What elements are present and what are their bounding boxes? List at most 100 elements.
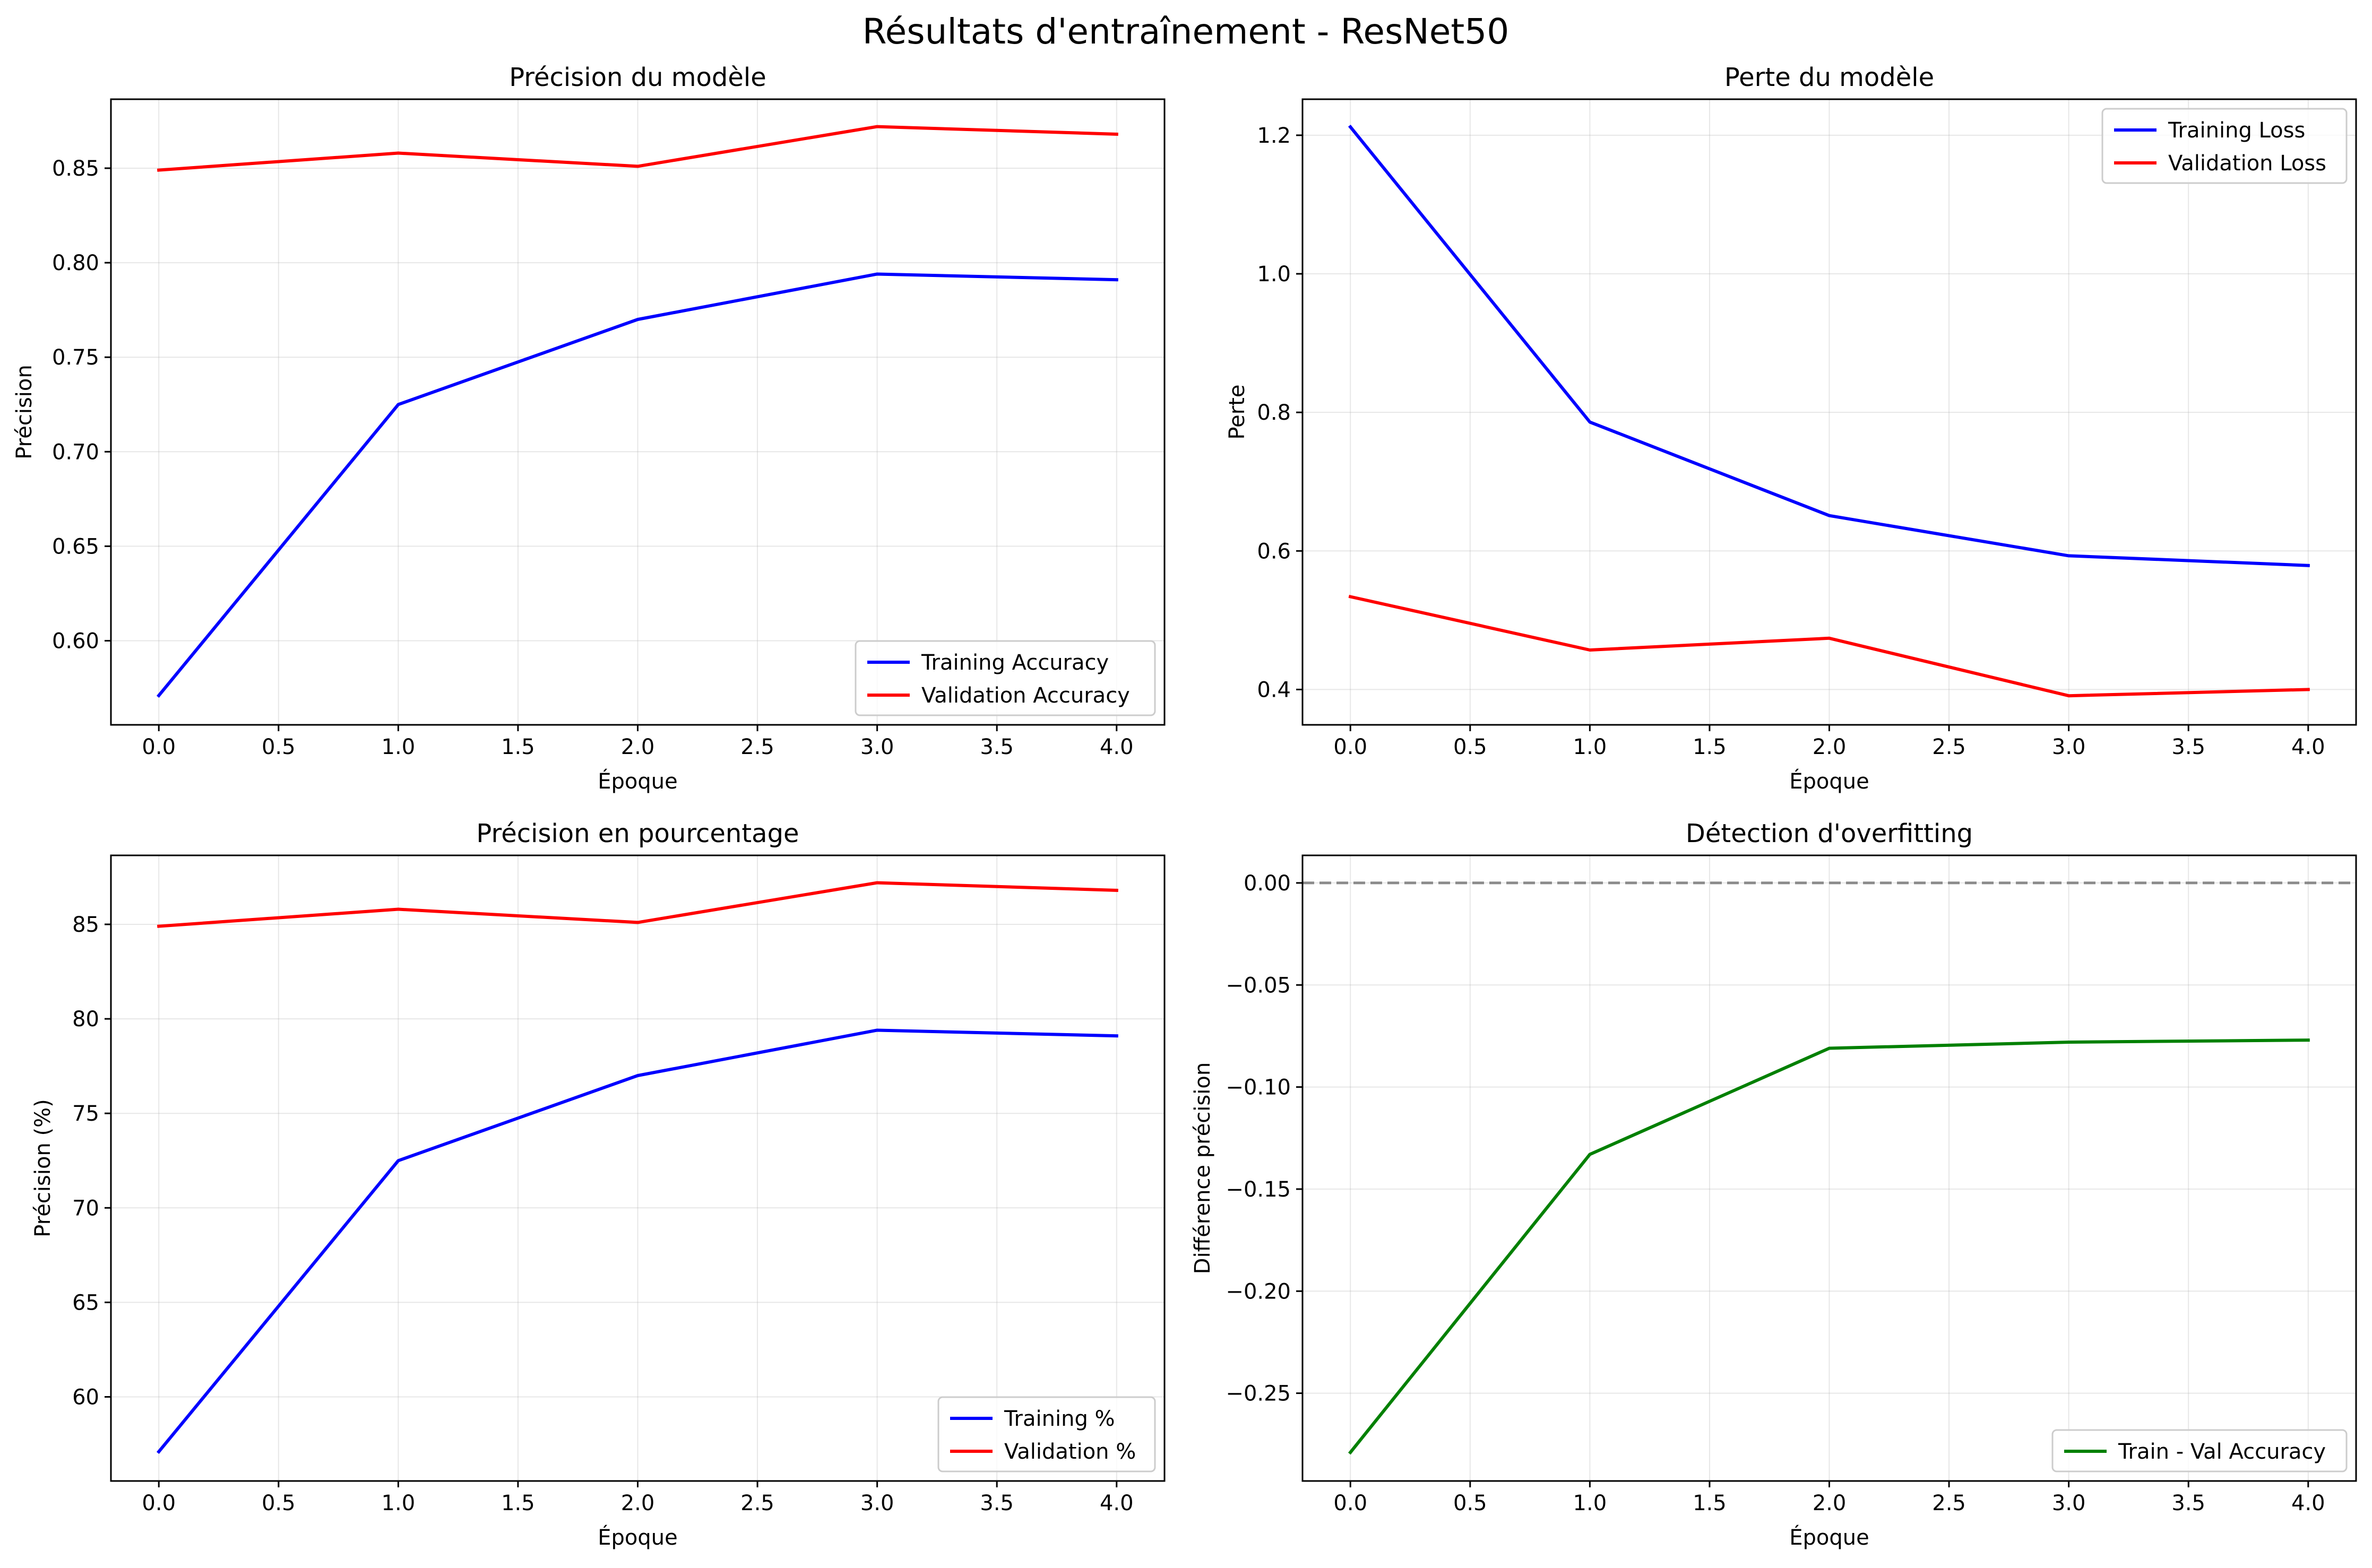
legend-entry-1: Training Accuracy <box>921 651 1109 675</box>
x-tick-label: 2.5 <box>740 735 774 759</box>
x-tick-label: 1.0 <box>382 735 416 759</box>
y-tick-label: 85 <box>72 913 99 937</box>
subplot-1: 0.0 0.5 1.0 1.5 2.0 2.5 3.0 3.5 4.0 0.60 0.65 0.70 0… <box>12 63 1166 794</box>
series-line-2 <box>1348 594 2310 698</box>
x-tick-label: 3.5 <box>2171 735 2205 759</box>
series-line-1 <box>156 1028 1118 1454</box>
legend-entry-1: Train - Val Accuracy <box>2118 1440 2326 1464</box>
legend-box <box>855 640 1156 716</box>
legend: Training % Validation % <box>937 1396 1156 1472</box>
x-axis-label: Époque <box>598 1524 678 1550</box>
legend-entry-2: Validation Accuracy <box>921 683 1130 708</box>
y-tick-label: −0.25 <box>1226 1382 1291 1406</box>
x-tick-label: 1.5 <box>1693 735 1727 759</box>
y-tick-label: 0.8 <box>1257 401 1291 425</box>
y-tick-label: −0.05 <box>1226 973 1291 998</box>
x-tick-label: 0.0 <box>1333 1491 1367 1515</box>
series-line-2 <box>157 125 1118 172</box>
x-axis-label: Époque <box>598 768 678 794</box>
x-tick-label: 1.0 <box>1573 1491 1607 1515</box>
y-tick-label: 0.80 <box>52 251 99 275</box>
series-line-1 <box>1348 1038 2310 1455</box>
legend-box <box>2101 108 2348 184</box>
x-tick-label: 3.5 <box>2171 1491 2205 1515</box>
subplot-title: Précision du modèle <box>509 63 766 92</box>
x-tick-label: 3.0 <box>2052 1491 2086 1515</box>
legend-entry-2: Validation % <box>1004 1440 1136 1464</box>
x-tick-label: 0.5 <box>1453 1491 1487 1515</box>
subplot-2: 0.0 0.5 1.0 1.5 2.0 2.5 3.0 3.5 4.0 0.4 0.6 0.8 1.0 1… <box>1225 63 2357 794</box>
x-tick-label: 0.5 <box>262 1491 296 1515</box>
x-tick-label: 4.0 <box>2291 735 2325 759</box>
x-tick-label: 2.0 <box>1813 1491 1847 1515</box>
x-tick-label: 0.5 <box>1453 735 1487 759</box>
y-axis-label: Perte <box>1225 384 1249 439</box>
figure-suptitle: Résultats d'entraînement - ResNet50 <box>862 11 1509 52</box>
y-tick-label: 65 <box>72 1290 99 1315</box>
subplot-title: Perte du modèle <box>1724 63 1934 92</box>
legend: Training Loss Validation Loss <box>2101 108 2348 184</box>
x-tick-label: 2.0 <box>1813 735 1847 759</box>
legend-box <box>2051 1429 2348 1472</box>
x-tick-label: 4.0 <box>2291 1491 2325 1515</box>
y-axis-label: Précision (%) <box>31 1099 55 1237</box>
x-tick-label: 3.5 <box>980 1491 1014 1515</box>
subplot-title: Détection d'overfitting <box>1686 819 1973 848</box>
x-tick-label: 2.0 <box>621 1491 655 1515</box>
subplot-title: Précision en pourcentage <box>476 819 799 848</box>
subplot-3: 0.0 0.5 1.0 1.5 2.0 2.5 3.0 3.5 4.0 60 65 70 75 80 85 P… <box>31 819 1166 1550</box>
y-tick-label: 1.2 <box>1257 124 1291 148</box>
x-tick-label: 0.5 <box>262 735 296 759</box>
legend: Train - Val Accuracy <box>2051 1429 2348 1472</box>
legend-entry-1: Training % <box>1004 1407 1115 1431</box>
y-tick-label: 75 <box>72 1102 99 1126</box>
y-tick-label: 60 <box>72 1385 99 1409</box>
y-tick-label: −0.10 <box>1226 1076 1291 1100</box>
series-line-1 <box>1348 124 2310 567</box>
y-tick-label: 0.65 <box>52 534 99 559</box>
legend-entry-1: Training Loss <box>2168 118 2305 143</box>
legend: Training Accuracy Validation Accuracy <box>855 640 1156 716</box>
x-tick-label: 2.5 <box>1932 1491 1966 1515</box>
x-tick-label: 2.0 <box>621 735 655 759</box>
x-axis-label: Époque <box>1789 1524 1869 1550</box>
x-tick-label: 2.5 <box>1932 735 1966 759</box>
x-tick-label: 0.0 <box>142 735 176 759</box>
y-tick-label: 0.60 <box>52 629 99 653</box>
y-tick-label: 80 <box>72 1007 99 1032</box>
legend-entry-2: Validation Loss <box>2168 151 2326 176</box>
series-line-2 <box>157 881 1118 928</box>
y-tick-label: 0.70 <box>52 440 99 464</box>
x-tick-label: 3.5 <box>980 735 1014 759</box>
x-tick-label: 3.0 <box>860 1491 894 1515</box>
y-axis-label: Différence précision <box>1191 1062 1215 1274</box>
x-axis-label: Époque <box>1789 768 1869 794</box>
x-tick-label: 0.0 <box>1333 735 1367 759</box>
x-tick-label: 2.5 <box>740 1491 774 1515</box>
x-tick-label: 3.0 <box>860 735 894 759</box>
x-tick-label: 0.0 <box>142 1491 176 1515</box>
y-tick-label: −0.15 <box>1226 1177 1291 1202</box>
y-tick-label: 0.75 <box>52 345 99 370</box>
x-tick-label: 1.5 <box>1693 1491 1727 1515</box>
y-tick-label: 0.00 <box>1244 871 1291 896</box>
y-tick-label: −0.20 <box>1226 1279 1291 1304</box>
x-tick-label: 4.0 <box>1100 735 1134 759</box>
x-tick-label: 3.0 <box>2052 735 2086 759</box>
x-tick-label: 1.0 <box>382 1491 416 1515</box>
y-tick-label: 70 <box>72 1196 99 1220</box>
x-tick-label: 1.5 <box>501 735 535 759</box>
y-tick-label: 0.85 <box>52 157 99 181</box>
y-axis-label: Précision <box>12 365 37 459</box>
subplot-4: 0.0 0.5 1.0 1.5 2.0 2.5 3.0 3.5 4.0 0.00 −0.05 −0.1… <box>1191 819 2357 1550</box>
y-tick-label: 1.0 <box>1257 262 1291 287</box>
y-tick-label: 0.6 <box>1257 539 1291 564</box>
x-tick-label: 4.0 <box>1100 1491 1134 1515</box>
x-tick-label: 1.0 <box>1573 735 1607 759</box>
subplot-grid: 0.0 0.5 1.0 1.5 2.0 2.5 3.0 3.5 4.0 0.60 0.65 0.70 0… <box>12 63 2357 1550</box>
series-line-1 <box>156 272 1118 698</box>
x-tick-label: 1.5 <box>501 1491 535 1515</box>
y-tick-label: 0.4 <box>1257 678 1291 702</box>
